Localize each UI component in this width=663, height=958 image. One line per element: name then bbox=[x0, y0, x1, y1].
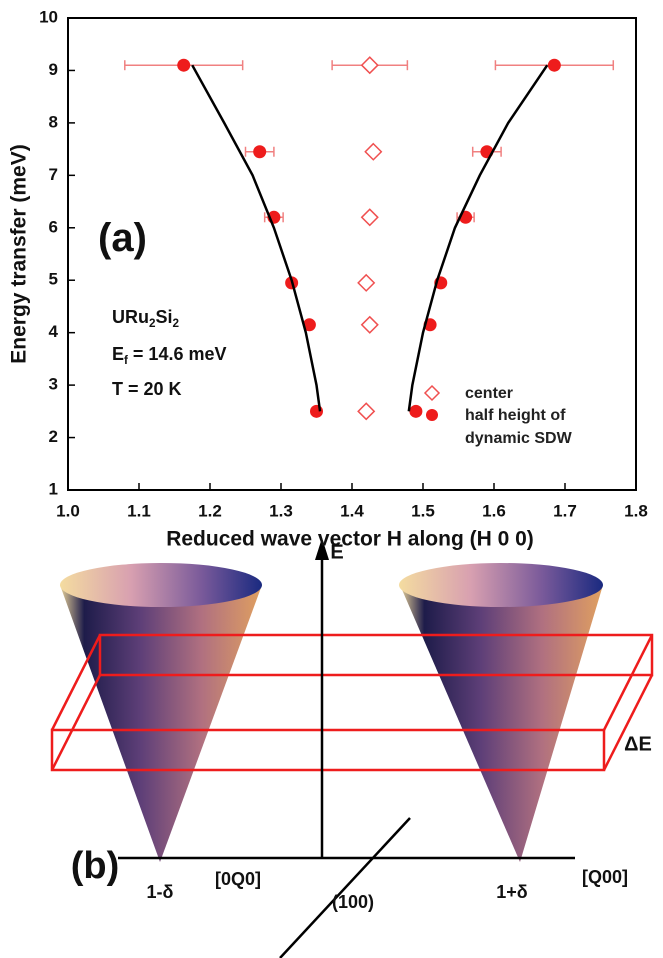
energy-slab bbox=[50, 633, 654, 772]
slab-label: ΔE bbox=[624, 733, 652, 755]
subscript: 2 bbox=[173, 317, 180, 330]
cone bbox=[60, 585, 262, 862]
y-tick-label: 6 bbox=[49, 217, 58, 236]
annotation: Ef = 14.6 meV bbox=[112, 344, 227, 367]
subscript: 2 bbox=[149, 317, 156, 330]
y-tick-label: 1 bbox=[49, 479, 58, 498]
y-tick-label: 8 bbox=[49, 112, 58, 131]
y-tick-label: 7 bbox=[49, 165, 58, 184]
legend-marker bbox=[426, 409, 438, 421]
data-point bbox=[360, 208, 379, 227]
cone bbox=[400, 585, 603, 862]
annotation-run: Si bbox=[156, 307, 173, 327]
axis-label: [0Q0] bbox=[215, 869, 261, 889]
axis-label: E bbox=[330, 541, 343, 563]
arrow-head bbox=[315, 538, 329, 560]
cone-rim bbox=[399, 563, 603, 607]
cone-diagram: (b) E ΔE [Q00] [0Q0] (100) 1-δ 1+δ bbox=[50, 538, 654, 958]
data-point bbox=[253, 145, 267, 159]
x-tick-label: 1.5 bbox=[411, 501, 435, 520]
data-point bbox=[360, 56, 379, 75]
y-tick-label: 9 bbox=[49, 60, 58, 79]
annotation: T = 20 K bbox=[112, 379, 182, 399]
x-tick-label: 1.7 bbox=[553, 501, 577, 520]
data-point bbox=[357, 273, 376, 292]
annotation-run: = 14.6 meV bbox=[128, 344, 227, 364]
data-point bbox=[547, 58, 561, 72]
y-tick-label: 5 bbox=[49, 270, 58, 289]
legend-label: half height of dynamic SDW bbox=[465, 407, 572, 447]
data-point bbox=[310, 404, 323, 418]
data-point bbox=[302, 318, 316, 332]
axis-label: [Q00] bbox=[582, 867, 628, 887]
subscript: f bbox=[124, 354, 128, 367]
annotation-run: T = 20 K bbox=[112, 379, 182, 399]
legend-label: center bbox=[465, 385, 514, 402]
fit-line bbox=[407, 64, 549, 412]
legend-marker bbox=[423, 384, 441, 402]
y-tick-label: 2 bbox=[49, 427, 58, 446]
x-tick-label: 1.6 bbox=[482, 501, 506, 520]
origin-label: (100) bbox=[332, 892, 374, 912]
x-tick-label: 1.1 bbox=[127, 501, 151, 520]
y-axis-label: Energy transfer (meV) bbox=[8, 144, 31, 363]
y-tick-label: 3 bbox=[49, 375, 58, 394]
data-point bbox=[177, 58, 191, 72]
cone-label: 1+δ bbox=[496, 882, 528, 902]
q-perp-axis bbox=[279, 817, 411, 958]
x-tick-label: 1.4 bbox=[340, 501, 364, 520]
x-tick-label: 1.8 bbox=[624, 501, 648, 520]
data-point bbox=[409, 404, 423, 418]
data-point bbox=[357, 402, 376, 421]
fit-line bbox=[191, 64, 322, 412]
panel-label: (b) bbox=[71, 845, 120, 887]
cone-rim bbox=[60, 563, 262, 607]
x-tick-label: 1.2 bbox=[198, 501, 222, 520]
cone-label: 1-δ bbox=[147, 882, 174, 902]
x-tick-label: 1.3 bbox=[269, 501, 293, 520]
annotation-run: (a) bbox=[98, 216, 147, 260]
annotation: (a) bbox=[98, 216, 147, 260]
annotation-run: URu bbox=[112, 307, 149, 327]
data-point bbox=[360, 315, 379, 334]
data-point bbox=[364, 142, 383, 161]
annotation-run: E bbox=[112, 344, 124, 364]
y-tick-label: 4 bbox=[49, 322, 59, 341]
annotation: URu2Si2 bbox=[112, 307, 180, 330]
x-axis-label: Reduced wave vector H along (H 0 0) bbox=[166, 528, 534, 551]
y-tick-label: 10 bbox=[39, 7, 58, 26]
x-tick-label: 1.0 bbox=[56, 501, 80, 520]
